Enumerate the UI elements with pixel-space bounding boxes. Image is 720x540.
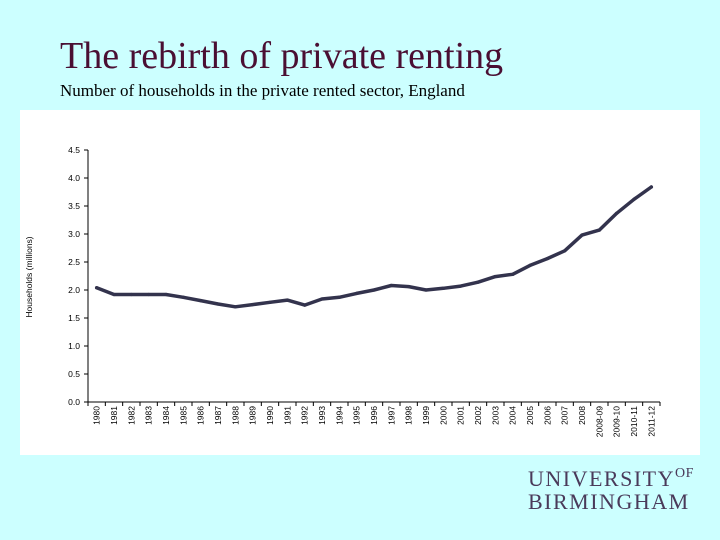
y-tick-label: 1.0	[68, 341, 80, 351]
x-tick-label: 1981	[109, 406, 119, 425]
data-point	[407, 285, 411, 289]
x-tick-label: 1999	[421, 406, 431, 425]
x-tick-label: 1995	[352, 406, 362, 425]
x-tick-label: 1992	[300, 406, 310, 425]
x-tick-label: 1985	[178, 406, 188, 425]
x-tick-label: 1997	[386, 406, 396, 425]
data-point	[129, 292, 133, 297]
data-point	[389, 283, 393, 288]
data-point	[251, 302, 255, 307]
data-point	[285, 298, 289, 302]
x-tick-label: 1993	[317, 406, 327, 425]
slide-title: The rebirth of private renting	[60, 35, 504, 77]
x-tick-label: 2008-09	[594, 406, 604, 437]
data-point	[355, 291, 359, 295]
data-point	[337, 295, 341, 299]
y-tick-label: 3.5	[68, 201, 80, 211]
data-point	[147, 292, 151, 297]
slide-subtitle: Number of households in the private rent…	[60, 81, 465, 100]
y-axis-label: Households (millions)	[24, 236, 34, 317]
data-point	[476, 280, 480, 284]
x-tick-label: 2006	[542, 406, 552, 425]
data-point	[545, 257, 549, 261]
logo-university: UNIVERSITY	[528, 466, 675, 491]
data-point	[615, 211, 619, 215]
x-tick-label: 1983	[144, 406, 154, 425]
data-point	[441, 286, 445, 290]
x-tick-label: 1982	[126, 406, 136, 425]
x-tick-label: 2003	[490, 406, 500, 425]
data-point	[632, 197, 636, 201]
data-point	[112, 292, 116, 297]
data-point	[95, 286, 99, 290]
x-tick-label: 2008	[577, 406, 587, 425]
data-point	[199, 299, 203, 303]
y-tick-label: 4.0	[68, 173, 80, 183]
x-tick-label: 2009-10	[612, 406, 622, 437]
x-tick-label: 1980	[92, 406, 102, 425]
logo-line1: UNIVERSITYOF	[528, 466, 694, 492]
data-point	[303, 303, 307, 307]
y-tick-label: 0.5	[68, 369, 80, 379]
x-tick-label: 2001	[456, 406, 466, 425]
data-point	[459, 284, 463, 288]
data-point	[511, 272, 515, 276]
x-tick-label: 2002	[473, 406, 483, 425]
x-tick-label: 2010-11	[629, 406, 639, 437]
x-tick-label: 1990	[265, 406, 275, 425]
x-tick-label: 1984	[161, 406, 171, 425]
x-tick-label: 2000	[438, 406, 448, 425]
data-point	[493, 274, 497, 279]
x-tick-label: 2005	[525, 406, 535, 425]
x-tick-label: 1994	[334, 406, 344, 425]
y-tick-label: 3.0	[68, 229, 80, 239]
x-tick-label: 1988	[230, 406, 240, 425]
university-logo: UNIVERSITYOF BIRMINGHAM	[528, 466, 698, 514]
data-point	[563, 249, 567, 253]
data-point	[424, 288, 428, 292]
line-chart: Households (millions) 0.0 0.5 1.0 1.5 2.0 2.5…	[24, 145, 661, 437]
x-tick-label: 2004	[508, 406, 518, 425]
x-tick-label: 1991	[282, 406, 292, 425]
data-point	[580, 233, 584, 237]
x-tick-label: 2007	[560, 406, 570, 425]
data-point	[372, 288, 376, 292]
x-tick-label: 1987	[213, 406, 223, 425]
data-point	[164, 292, 168, 297]
x-tick-label: 1986	[196, 406, 206, 425]
y-tick-label: 2.0	[68, 285, 80, 295]
data-point	[649, 185, 653, 189]
logo-line2: BIRMINGHAM	[528, 489, 690, 514]
logo-of: OF	[675, 466, 694, 481]
y-tick-label: 1.5	[68, 313, 80, 323]
y-tick-label: 0.0	[68, 397, 80, 407]
chart-panel: Households (millions) 0.0 0.5 1.0 1.5 2.0 2.5…	[20, 110, 700, 455]
x-tick-label: 2011-12	[646, 406, 656, 437]
data-point	[528, 263, 532, 267]
data-point	[320, 297, 324, 301]
y-tick-label: 4.5	[68, 145, 80, 155]
data-point	[216, 302, 220, 306]
data-point	[233, 305, 237, 309]
y-tick-label: 2.5	[68, 257, 80, 267]
x-tick-label: 1989	[248, 406, 258, 425]
data-point	[181, 295, 185, 299]
data-point	[268, 300, 272, 304]
data-point	[597, 228, 601, 232]
x-tick-label: 1996	[369, 406, 379, 425]
x-tick-label: 1998	[404, 406, 414, 425]
